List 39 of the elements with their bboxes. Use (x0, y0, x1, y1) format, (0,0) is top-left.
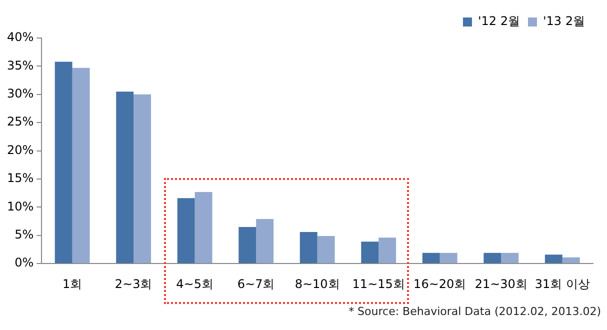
bar (134, 94, 152, 264)
bar (116, 92, 134, 264)
bar (194, 192, 212, 264)
bar (177, 198, 195, 264)
bar (54, 62, 72, 264)
bar (317, 236, 335, 264)
bar (238, 226, 256, 264)
x-tick-label: 31회 이상 (534, 276, 590, 291)
text: * Source: Behavioral Data (2012.02, 2013.02) (348, 305, 601, 318)
y-tick-label: 15% (7, 171, 34, 186)
bar (256, 219, 274, 264)
y-tick-label: 0% (14, 256, 34, 270)
bar (501, 252, 519, 264)
y-tick-label: 40% (7, 30, 34, 44)
y-tick-label: 30% (7, 86, 34, 101)
y-tick-label: 10% (7, 199, 34, 214)
bar (72, 68, 90, 264)
x-tick-label: 4~5회 (176, 276, 214, 291)
legend-label: '13 2월 (542, 14, 586, 28)
bar (484, 252, 502, 264)
y-tick-label: 5% (14, 228, 34, 242)
legend-label: '12 2월 (478, 14, 520, 28)
bar (544, 254, 562, 264)
bar (300, 232, 318, 264)
x-tick-label: 8~10회 (294, 276, 340, 291)
bar (361, 242, 379, 264)
x-tick-label: 16~20회 (414, 276, 466, 291)
x-tick-label: 6~7회 (237, 276, 275, 291)
x-tick-label: 21~30회 (474, 276, 528, 291)
bar (562, 257, 580, 264)
y-tick-label: 20% (7, 142, 34, 157)
x-tick-label: 2~3회 (114, 276, 152, 291)
bar (440, 252, 458, 264)
bar (378, 238, 396, 264)
x-tick-label: 11~15회 (352, 276, 405, 291)
y-tick-label: 35% (7, 58, 34, 72)
x-tick-label: 1회 (62, 276, 82, 291)
y-tick-label: 25% (7, 114, 34, 129)
bar (422, 252, 440, 264)
